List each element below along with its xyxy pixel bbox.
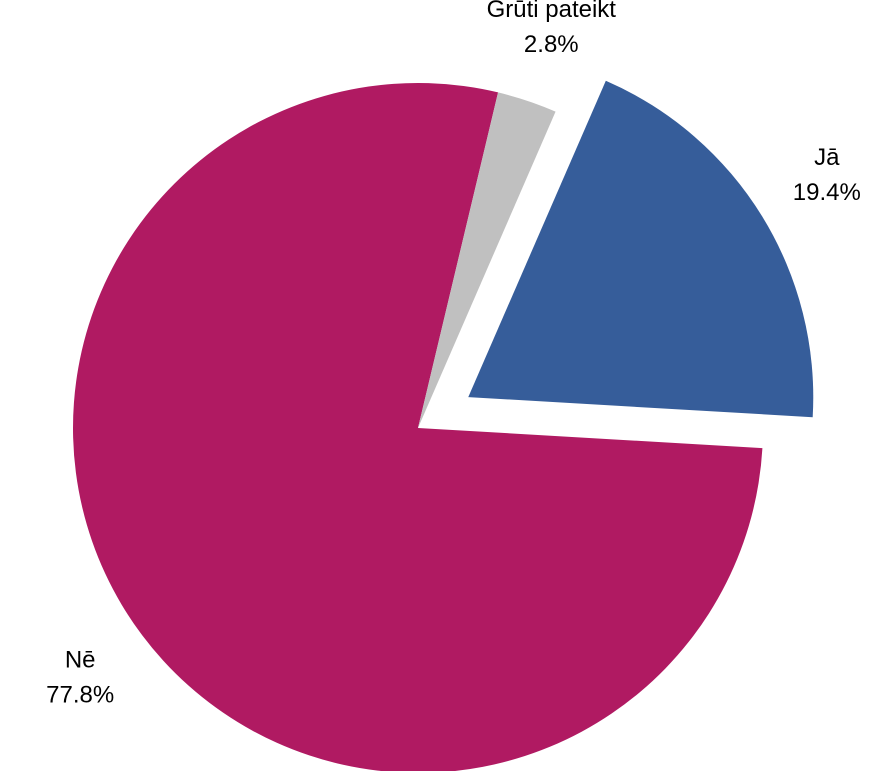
slice-value-label: 19.4% xyxy=(793,179,861,206)
pie-slice xyxy=(418,92,556,428)
pie-slice xyxy=(468,80,814,418)
slice-value-label: 77.8% xyxy=(46,681,114,708)
slice-label: Grūti pateikt xyxy=(487,0,617,23)
slice-value-label: 2.8% xyxy=(524,31,579,58)
slice-label: Jā xyxy=(814,144,840,171)
slice-label: Nē xyxy=(65,646,96,673)
pie-slice xyxy=(73,83,763,771)
